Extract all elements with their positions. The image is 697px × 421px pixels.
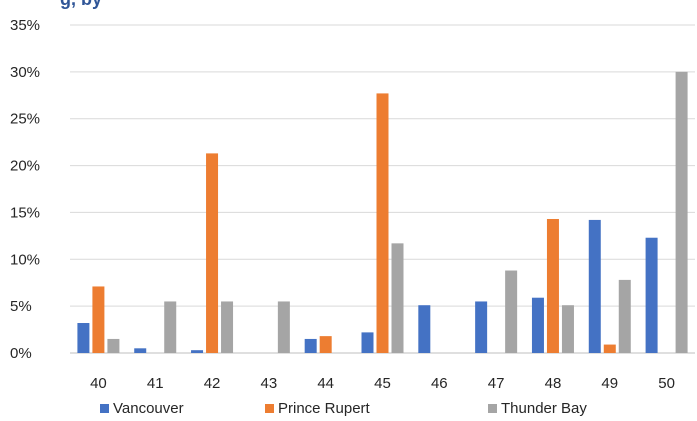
- legend-swatch-vancouver: [100, 404, 109, 413]
- bar-thunder-bay-48: [561, 305, 574, 353]
- x-tick-label: 44: [317, 375, 334, 392]
- bar-vancouver-45: [361, 332, 374, 353]
- bar-thunder-bay-41: [164, 301, 177, 353]
- bar-prince-rupert-48: [546, 218, 559, 353]
- y-tick-label: 10%: [10, 251, 40, 268]
- bar-vancouver-48: [531, 297, 544, 353]
- bar-thunder-bay-47: [505, 270, 518, 353]
- x-tick-label: 42: [204, 375, 221, 392]
- y-tick-label: 15%: [10, 204, 40, 221]
- bar-thunder-bay-45: [391, 243, 404, 353]
- bar-prince-rupert-42: [206, 153, 219, 353]
- bar-prince-rupert-49: [603, 344, 616, 353]
- y-axis-tick-labels: 0% 5% 10% 15% 20% 25% 30% 35%: [10, 17, 40, 362]
- legend-label-prince-rupert: Prince Rupert: [278, 400, 371, 417]
- bar-thunder-bay-43: [277, 301, 290, 353]
- bar-prince-rupert-45: [376, 93, 389, 353]
- x-tick-label: 46: [431, 375, 448, 392]
- bars: [77, 71, 688, 353]
- bar-vancouver-47: [475, 301, 488, 353]
- bar-vancouver-41: [134, 348, 147, 353]
- legend: Vancouver Prince Rupert Thunder Bay: [100, 400, 587, 417]
- x-tick-label: 41: [147, 375, 164, 392]
- bar-thunder-bay-50: [675, 71, 688, 353]
- y-tick-label: 35%: [10, 17, 40, 34]
- bar-vancouver-46: [418, 305, 431, 353]
- x-tick-label: 43: [261, 375, 278, 392]
- bar-vancouver-44: [304, 338, 317, 353]
- y-tick-label: 0%: [10, 345, 32, 362]
- bar-vancouver-42: [191, 350, 204, 353]
- x-tick-label: 50: [658, 375, 675, 392]
- legend-label-vancouver: Vancouver: [113, 400, 184, 417]
- x-tick-label: 45: [374, 375, 391, 392]
- bar-vancouver-50: [645, 237, 658, 353]
- bar-vancouver-49: [588, 219, 601, 353]
- y-tick-label: 25%: [10, 111, 40, 128]
- y-tick-label: 30%: [10, 64, 40, 81]
- x-axis-tick-labels: 40 41 42 43 44 45 46 47 48 49 50: [90, 375, 675, 392]
- y-tick-label: 5%: [10, 298, 32, 315]
- legend-label-thunder-bay: Thunder Bay: [501, 400, 587, 417]
- bar-prince-rupert-40: [92, 286, 105, 353]
- bar-vancouver-40: [77, 323, 90, 353]
- x-tick-label: 49: [601, 375, 618, 392]
- legend-swatch-thunder-bay: [488, 404, 497, 413]
- bar-thunder-bay-42: [221, 301, 234, 353]
- legend-swatch-prince-rupert: [265, 404, 274, 413]
- x-tick-label: 48: [545, 375, 562, 392]
- y-tick-label: 20%: [10, 158, 40, 175]
- x-tick-label: 47: [488, 375, 505, 392]
- bar-thunder-bay-40: [107, 338, 120, 353]
- x-tick-label: 40: [90, 375, 107, 392]
- chart-title-fragment: g, by: [60, 0, 102, 10]
- bar-prince-rupert-44: [319, 336, 332, 353]
- bar-thunder-bay-49: [618, 279, 631, 353]
